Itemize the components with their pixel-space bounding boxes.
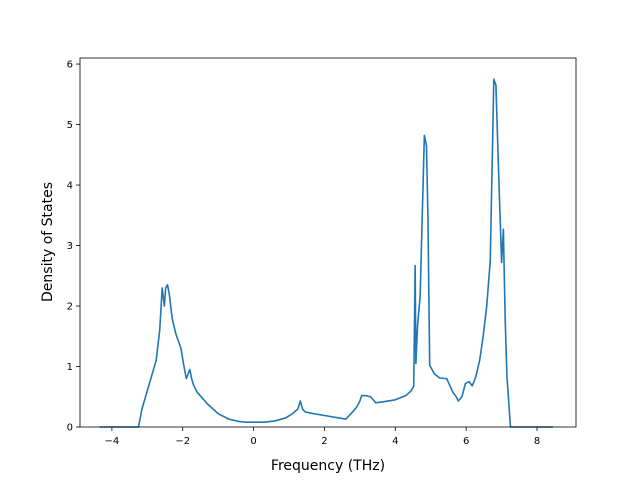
y-tick-label: 4	[67, 181, 73, 192]
x-tick-label: −4	[105, 436, 120, 447]
y-tick-label: 0	[67, 423, 73, 434]
dos-series-line	[99, 78, 553, 428]
x-tick-label: 8	[534, 436, 540, 447]
y-axis-label: Density of States	[40, 182, 56, 302]
y-axis-ticks: 0 1 2 3 4 5 6	[67, 60, 80, 434]
x-axis-label: Frequency (THz)	[271, 458, 385, 474]
y-tick-label: 3	[67, 241, 73, 252]
y-tick-label: 6	[67, 60, 73, 71]
x-axis-ticks: −4 −2 0 2 4 6 8	[105, 427, 540, 447]
plot-frame	[79, 57, 577, 428]
x-tick-label: 4	[392, 436, 398, 447]
x-tick-label: 0	[250, 436, 256, 447]
y-tick-label: 2	[67, 302, 73, 313]
x-tick-label: 2	[321, 436, 327, 447]
x-tick-label: −2	[175, 436, 190, 447]
y-tick-label: 5	[67, 120, 73, 131]
x-tick-label: 6	[463, 436, 469, 447]
y-tick-label: 1	[67, 362, 73, 373]
